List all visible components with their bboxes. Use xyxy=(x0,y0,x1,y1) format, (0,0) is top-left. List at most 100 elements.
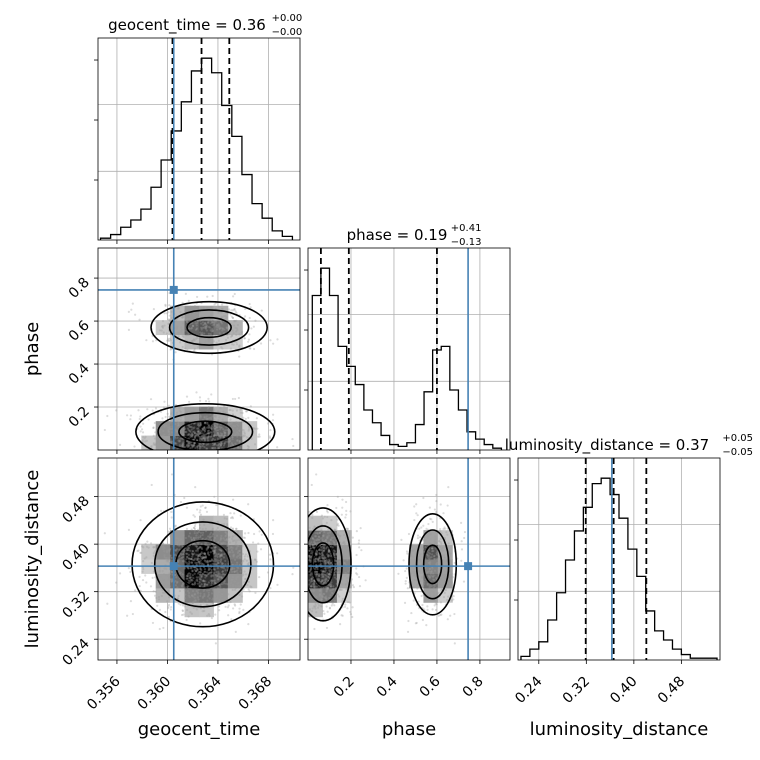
sample-point xyxy=(203,415,206,419)
sample-point xyxy=(220,303,224,306)
sample-point xyxy=(174,422,177,426)
density-cell-phase-luminosity_distance xyxy=(308,587,323,603)
sample-point xyxy=(330,581,333,584)
sample-point xyxy=(198,581,201,584)
sample-point xyxy=(200,546,203,549)
sample-point xyxy=(223,596,226,600)
sample-point xyxy=(215,426,218,429)
sample-point xyxy=(187,557,190,560)
sample-point xyxy=(184,560,187,563)
sample-point xyxy=(207,405,210,409)
sample-point xyxy=(189,578,192,581)
sample-point xyxy=(131,302,134,305)
sample-point xyxy=(145,556,148,559)
sample-point xyxy=(170,431,174,434)
sample-point xyxy=(174,524,177,527)
sample-point xyxy=(208,318,211,321)
sample-point xyxy=(437,584,440,587)
sample-point xyxy=(192,595,195,598)
sample-point xyxy=(169,416,172,419)
sample-point xyxy=(193,593,197,596)
sample-point xyxy=(449,614,452,617)
sample-point xyxy=(217,443,220,447)
sample-point xyxy=(199,437,203,440)
sample-point xyxy=(309,581,312,584)
sample-point xyxy=(219,435,222,438)
sample-point xyxy=(223,431,226,434)
density-cell-phase-luminosity_distance xyxy=(308,544,323,560)
sample-point xyxy=(181,433,185,436)
sample-point xyxy=(222,522,226,526)
sample-point xyxy=(430,584,433,588)
sample-point xyxy=(335,552,338,556)
sample-point xyxy=(167,530,170,533)
sample-point xyxy=(327,554,330,558)
sample-point xyxy=(204,325,208,328)
sample-point xyxy=(165,332,169,335)
sample-point xyxy=(190,561,194,564)
sample-point xyxy=(186,552,189,555)
sample-point xyxy=(168,585,172,588)
sample-point xyxy=(272,413,275,416)
sample-point xyxy=(157,574,160,577)
sample-point xyxy=(205,603,208,606)
sample-point xyxy=(328,573,331,576)
sample-point xyxy=(156,554,159,557)
sample-point xyxy=(207,432,210,435)
sample-point xyxy=(186,556,189,559)
sample-point xyxy=(190,612,193,615)
sample-point xyxy=(163,547,166,550)
sample-point xyxy=(167,584,170,587)
sample-point xyxy=(200,583,203,586)
sample-point xyxy=(166,438,169,441)
sample-point xyxy=(224,534,228,537)
sample-point xyxy=(317,535,320,538)
sample-point xyxy=(194,419,197,422)
sample-point xyxy=(439,601,443,604)
sample-point xyxy=(238,611,241,615)
sample-point xyxy=(213,563,216,566)
sample-point xyxy=(358,546,361,549)
sample-point xyxy=(198,423,201,426)
title-plus-phase: +0.41 xyxy=(451,223,482,234)
sample-point xyxy=(345,527,348,530)
sample-point xyxy=(357,575,361,579)
sample-point xyxy=(217,559,220,562)
sample-point xyxy=(426,582,429,585)
sample-point xyxy=(205,574,208,577)
sample-point xyxy=(324,559,327,563)
sample-point xyxy=(171,570,174,574)
sample-point xyxy=(413,505,416,508)
sample-point xyxy=(323,592,326,595)
sample-point xyxy=(182,428,186,431)
sample-point xyxy=(192,422,196,425)
sample-point xyxy=(346,581,349,584)
sample-point xyxy=(234,630,237,633)
sample-point xyxy=(194,582,197,585)
sample-point xyxy=(191,433,194,437)
sample-point xyxy=(355,567,358,570)
sample-point xyxy=(171,329,174,332)
sample-point xyxy=(247,580,251,584)
density-cell-geocent_time-phase xyxy=(242,435,258,450)
sample-point xyxy=(430,570,433,573)
sample-point xyxy=(189,425,192,428)
sample-point xyxy=(161,319,165,323)
sample-point xyxy=(440,587,444,590)
sample-point xyxy=(129,414,133,417)
sample-point xyxy=(221,562,224,565)
sample-point xyxy=(427,574,430,577)
sample-point xyxy=(191,555,194,558)
sample-point xyxy=(203,588,206,591)
sample-point xyxy=(190,558,193,561)
sample-point xyxy=(178,557,181,560)
sample-point xyxy=(218,572,221,575)
sample-point xyxy=(238,549,241,552)
sample-point xyxy=(222,430,226,433)
sample-point xyxy=(160,445,163,449)
sample-point xyxy=(317,559,320,562)
sample-point xyxy=(413,573,416,576)
sample-point xyxy=(216,423,219,426)
sample-point xyxy=(314,572,317,576)
sample-point xyxy=(178,406,181,410)
